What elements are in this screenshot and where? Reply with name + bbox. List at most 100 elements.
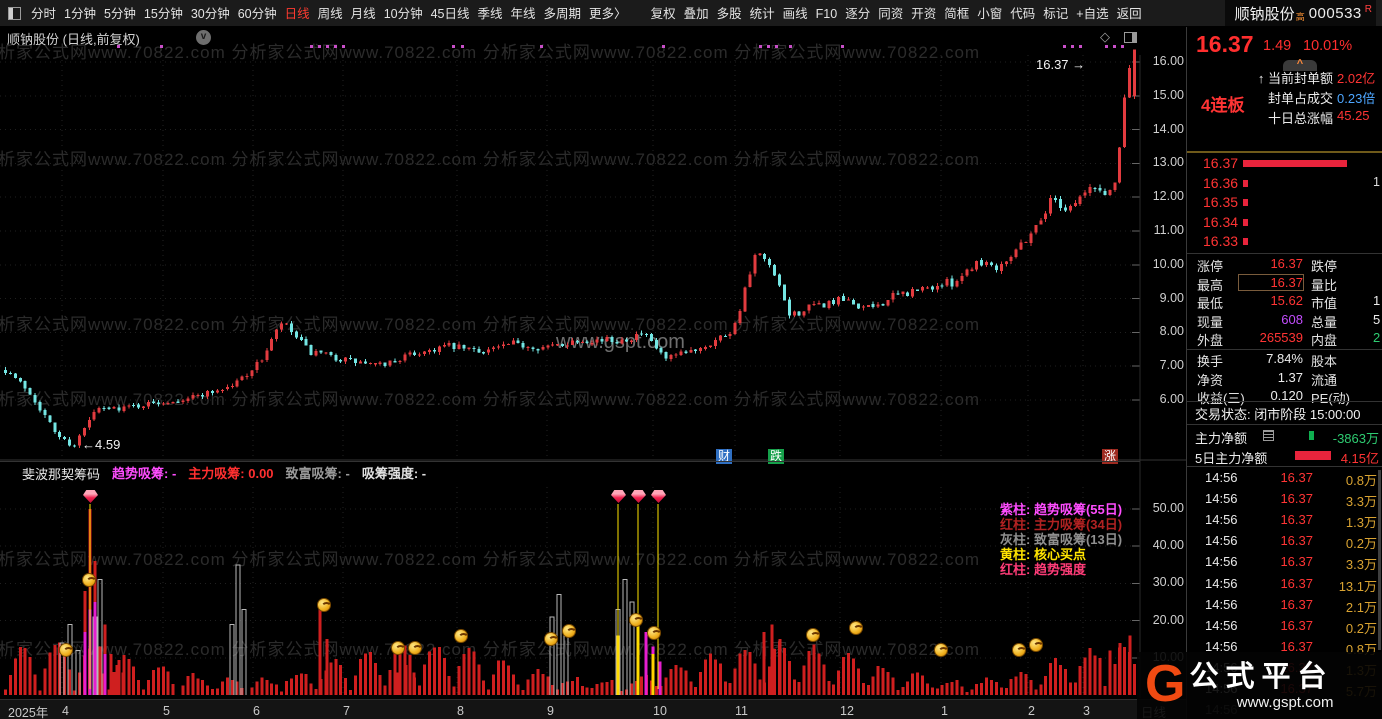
menu-item-分时[interactable]: 分时 [31, 7, 57, 21]
tool-item-F10[interactable]: F10 [815, 7, 838, 21]
tool-item-多股[interactable]: 多股 [716, 7, 742, 21]
menu-item-月线[interactable]: 月线 [350, 7, 376, 21]
menu-item-45日线[interactable]: 45日线 [430, 7, 470, 21]
tool-item-叠加[interactable]: 叠加 [683, 7, 709, 21]
book-price[interactable]: 16.34 [1203, 213, 1239, 230]
streak-stat-label: 十日总涨幅 [1267, 111, 1333, 126]
list-icon[interactable] [1263, 430, 1274, 441]
legend-line: 灰柱: 致富吸筹(13日) [1000, 532, 1123, 547]
coin-marker-icon [454, 629, 469, 643]
signal-dot [342, 45, 345, 48]
book-volume-bar [1243, 160, 1347, 167]
coin-marker-icon [562, 624, 577, 638]
tape-price: 16.37 [1280, 638, 1313, 654]
stock-ticker[interactable]: 顺钠股份 高 000533 R [1224, 0, 1376, 26]
menu-item-10分钟[interactable]: 10分钟 [383, 7, 423, 21]
logo-g-icon: G [1145, 654, 1186, 713]
menu-item-1分钟[interactable]: 1分钟 [64, 7, 96, 21]
menu-item-季线[interactable]: 季线 [477, 7, 503, 21]
price-tick-label: 14.00 [1152, 121, 1184, 136]
axis-month-10: 10 [653, 704, 667, 718]
book-volume-bar [1243, 238, 1248, 246]
tape-volume: 13.1万 [1338, 578, 1377, 594]
collapse-tab-icon[interactable]: ^ [1283, 59, 1317, 71]
tape-volume: 3.3万 [1345, 557, 1377, 573]
signal-dot [1105, 45, 1108, 48]
divider [1187, 401, 1382, 402]
tape-price: 16.37 [1280, 554, 1313, 570]
legend-line: 紫柱: 趋势吸筹(55日) [1000, 502, 1123, 517]
book-price[interactable]: 16.36 [1203, 174, 1239, 191]
menu-item-多周期[interactable]: 多周期 [543, 7, 582, 21]
tool-item-+自选[interactable]: +自选 [1076, 7, 1109, 21]
window-icon[interactable] [8, 6, 21, 20]
coin-marker-icon [408, 641, 423, 655]
menu-item-15分钟[interactable]: 15分钟 [143, 7, 183, 21]
chart-area: 分析家公式网www.70822.com 分析家公式网www.70822.com … [0, 27, 1186, 699]
pane-icon[interactable] [1124, 32, 1137, 43]
tool-item-复权[interactable]: 复权 [650, 7, 676, 21]
grid-label: PE(动) [1311, 391, 1351, 407]
grid-value: 1 [1373, 293, 1381, 309]
axis-month-1: 1 [941, 704, 948, 718]
stock-flag-r: R [1364, 4, 1372, 15]
tool-item-画线[interactable]: 画线 [782, 7, 808, 21]
chart-canvas[interactable] [0, 27, 1186, 699]
price-tick-label: 16.00 [1152, 54, 1184, 68]
tool-item-简框[interactable]: 简框 [944, 7, 970, 21]
stock-tag-high: 高 [1295, 12, 1305, 22]
menu-item-周线[interactable]: 周线 [317, 7, 343, 21]
tape-price: 16.37 [1280, 596, 1313, 612]
menu-item-60分钟[interactable]: 60分钟 [237, 7, 277, 21]
chart-collapse-icon[interactable]: v [196, 30, 211, 45]
price-tick-label: 8.00 [1159, 324, 1184, 339]
grid-value: 16.37 [1270, 256, 1303, 271]
price-change-pct: 10.01% [1303, 38, 1353, 54]
tape-price: 16.37 [1280, 533, 1313, 549]
tape-time: 14:56 [1205, 596, 1238, 612]
price-tick-label: 10.00 [1152, 256, 1184, 271]
grid-label: 跌停 [1311, 259, 1338, 274]
stock-code: 000533 [1308, 5, 1362, 22]
tool-item-同资[interactable]: 同资 [878, 7, 904, 21]
book-price[interactable]: 16.35 [1203, 194, 1239, 211]
tape-volume: 3.3万 [1345, 494, 1377, 510]
indicator-name: 斐波那契筹码 [22, 466, 101, 482]
grid-label: 现量 [1197, 314, 1224, 330]
menu-item-30分钟[interactable]: 30分钟 [190, 7, 230, 21]
book-price[interactable]: 16.33 [1203, 233, 1239, 250]
tool-item-代码[interactable]: 代码 [1010, 7, 1036, 21]
tool-item-统计[interactable]: 统计 [749, 7, 775, 21]
book-volume-bar [1243, 218, 1248, 226]
book-price[interactable]: 16.37 [1203, 155, 1239, 171]
coin-marker-icon [82, 573, 97, 587]
book-volume-bar [1243, 199, 1248, 207]
tape-time: 14:56 [1205, 638, 1238, 654]
signal-dot [1079, 45, 1082, 48]
tool-item-小窗[interactable]: 小窗 [977, 7, 1003, 21]
price-tick-label: 15.00 [1152, 87, 1184, 102]
legend-line: 红柱: 主力吸筹(34日) [1000, 517, 1123, 532]
period-menu: 分时 1分钟 5分钟 15分钟 30分钟 60分钟 日线 周线 月线 10分钟 45日线 季线 年线 多周… [27, 3, 631, 23]
axis-month-2: 2 [1028, 704, 1035, 718]
tool-item-开资[interactable]: 开资 [911, 7, 937, 21]
tape-time: 14:56 [1205, 575, 1238, 591]
menu-item-日线[interactable]: 日线 [284, 7, 310, 21]
axis-month-8: 8 [457, 704, 464, 718]
divider [1187, 349, 1382, 350]
tool-item-返回[interactable]: 返回 [1116, 7, 1142, 21]
signal-dot [775, 45, 778, 48]
signal-dot [1071, 45, 1074, 48]
tool-item-逐分[interactable]: 逐分 [845, 7, 871, 21]
tape-time: 14:56 [1205, 617, 1238, 633]
tool-item-标记[interactable]: 标记 [1043, 7, 1069, 21]
diamond-icon[interactable]: ◇ [1100, 29, 1110, 44]
menu-item-更多〉[interactable]: 更多〉 [589, 7, 627, 21]
tool-menu: 复权 叠加 多股 统计 画线 F10 逐分 同资 开资 简框 小窗 代码 标记 +自选 返回 [647, 3, 1146, 23]
menu-item-年线[interactable]: 年线 [510, 7, 536, 21]
grid-label: 量比 [1311, 277, 1338, 293]
main-net-label: 主力净额 [1195, 431, 1248, 446]
scrollbar[interactable] [1378, 470, 1381, 650]
menu-item-5分钟[interactable]: 5分钟 [103, 7, 136, 21]
